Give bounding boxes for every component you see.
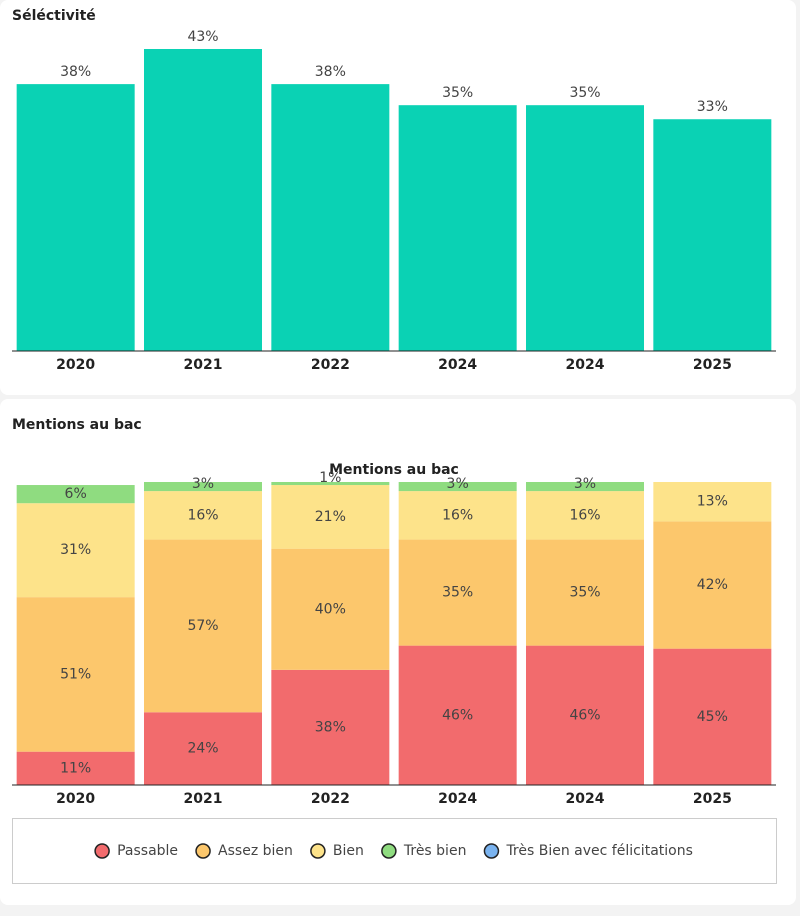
x-tick-label: 2021 <box>184 791 223 807</box>
data-label: 38% <box>60 64 91 80</box>
legend-marker <box>483 843 500 859</box>
bar-segment <box>526 491 644 540</box>
data-label: 21% <box>315 509 346 525</box>
x-tick-label: 2024 <box>566 357 605 373</box>
x-tick-label: 2022 <box>311 357 350 373</box>
data-label: 13% <box>697 494 728 510</box>
legend-label: Passable <box>117 843 178 859</box>
data-label: 6% <box>65 486 87 502</box>
data-label: 3% <box>447 476 469 492</box>
data-label: 24% <box>187 741 218 757</box>
chart-title: Mentions au bac <box>329 462 459 478</box>
x-tick-label: 2021 <box>184 357 223 373</box>
data-label: 35% <box>442 85 473 101</box>
x-tick-label: 2024 <box>566 791 605 807</box>
data-label: 3% <box>192 476 214 492</box>
data-label: 51% <box>60 666 91 682</box>
bar-segment <box>16 751 135 785</box>
bar-segment <box>653 648 772 785</box>
data-label: 16% <box>442 507 473 523</box>
bar-segment <box>271 482 390 486</box>
bar-segment <box>271 669 390 785</box>
x-tick-label: 2025 <box>693 357 732 373</box>
x-tick-label: 2020 <box>56 357 95 373</box>
legend-marker <box>94 843 110 859</box>
bar <box>398 105 517 352</box>
bar-segment <box>398 491 517 540</box>
bar <box>16 84 135 352</box>
bar-segment <box>144 482 262 492</box>
bar-segment <box>526 539 644 646</box>
bar-segment <box>398 539 517 646</box>
bar <box>526 105 644 352</box>
bar-segment <box>398 482 517 492</box>
x-tick-label: 2022 <box>311 791 350 807</box>
data-label: 43% <box>187 29 218 45</box>
bar-segment <box>144 712 262 785</box>
data-label: 57% <box>187 618 218 634</box>
data-label: 33% <box>697 99 728 115</box>
data-label: 16% <box>569 507 600 523</box>
data-label: 38% <box>315 64 346 80</box>
card-title: Mentions au bac <box>12 417 142 433</box>
bar-segment <box>271 485 390 549</box>
legend-label: Très bien <box>403 843 467 859</box>
data-label: 31% <box>60 542 91 558</box>
legend-marker <box>381 843 397 859</box>
data-label: 3% <box>574 476 596 492</box>
bar <box>653 119 772 351</box>
data-label: 40% <box>315 601 346 617</box>
data-label: 42% <box>697 577 728 593</box>
bar-segment <box>144 539 262 713</box>
legend-marker <box>310 843 326 859</box>
legend-marker <box>195 843 211 859</box>
bar-segment <box>653 482 772 522</box>
x-tick-label: 2024 <box>438 791 477 807</box>
data-label: 45% <box>697 709 728 725</box>
data-label: 46% <box>442 707 473 723</box>
legend-label: Très Bien avec félicitations <box>505 843 692 859</box>
card-title: Séléctivité <box>12 8 96 24</box>
bar-segment <box>526 645 644 785</box>
x-tick-label: 2024 <box>438 357 477 373</box>
bar-segment <box>16 597 135 752</box>
x-tick-label: 2020 <box>56 791 95 807</box>
data-label: 46% <box>569 707 600 723</box>
x-tick-label: 2025 <box>693 791 732 807</box>
bar <box>144 49 262 351</box>
bar-segment <box>16 503 135 598</box>
data-label: 11% <box>60 760 91 776</box>
data-label: 16% <box>187 507 218 523</box>
bar-segment <box>144 491 262 540</box>
bar-segment <box>526 482 644 492</box>
data-label: 1% <box>319 470 341 486</box>
data-label: 35% <box>442 585 473 601</box>
bar-segment <box>653 521 772 649</box>
data-label: 38% <box>315 719 346 735</box>
bar-segment <box>398 645 517 785</box>
bar <box>271 84 390 352</box>
legend-label: Assez bien <box>218 843 293 859</box>
data-label: 35% <box>569 585 600 601</box>
bar-segment <box>16 485 135 504</box>
legend-label: Bien <box>333 843 364 859</box>
bar-segment <box>271 548 390 670</box>
data-label: 35% <box>569 85 600 101</box>
